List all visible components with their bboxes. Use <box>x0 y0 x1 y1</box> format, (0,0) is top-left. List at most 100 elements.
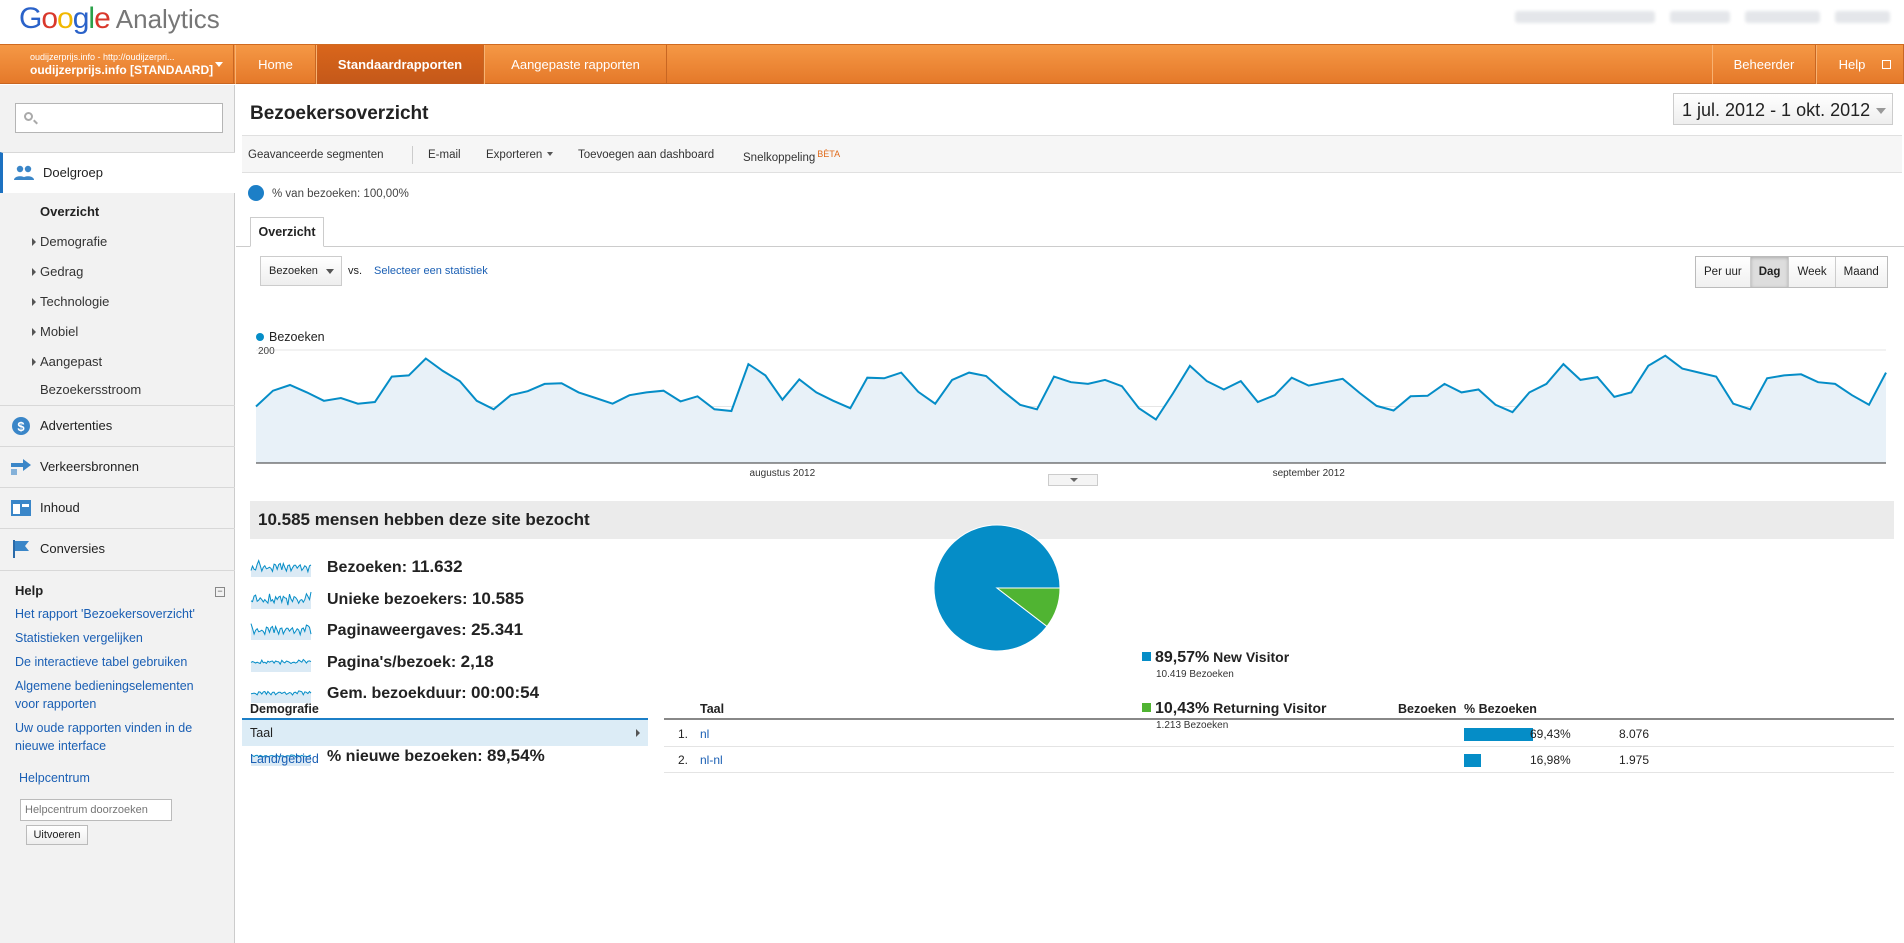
helpcenter-search-input[interactable] <box>20 799 172 821</box>
help-title: Help <box>15 583 44 598</box>
chevron-down-icon <box>326 269 334 274</box>
sidebar-item-label: Doelgroep <box>43 165 103 180</box>
help-link[interactable]: Statistieken vergelijken <box>15 631 143 645</box>
help-link[interactable]: Uw oude rapporten vinden in de nieuwe in… <box>15 721 193 753</box>
toolbar-divider <box>412 146 413 164</box>
metric-label: Paginaweergaves: 25.341 <box>327 620 524 639</box>
row-visits: 1.975 <box>1618 753 1649 767</box>
legend-label: Returning Visitor <box>1213 700 1327 716</box>
granularity-maand[interactable]: Maand <box>1835 257 1887 287</box>
granularity-per-uur[interactable]: Per uur <box>1696 257 1751 287</box>
sidebar-sub-bezoekersstroom[interactable]: Bezoekersstroom <box>40 382 142 397</box>
row-language-link[interactable]: nl <box>700 727 710 741</box>
main-nav: oudijzerprijs.info - http://oudijzerpri.… <box>0 44 1904 84</box>
sparkline <box>250 623 312 640</box>
metric-value: 89,54% <box>487 746 545 765</box>
row-visits: 8.076 <box>1618 727 1649 741</box>
dollar-icon: $ <box>12 417 30 435</box>
user-email-blurred <box>1515 11 1655 23</box>
tab-standaardrapporten[interactable]: Standaardrapporten <box>316 45 484 84</box>
google-analytics-logo[interactable]: Google Analytics <box>19 2 220 36</box>
metric-value: 25.341 <box>471 620 524 639</box>
svg-text:$: $ <box>17 419 25 434</box>
granularity-dag[interactable]: Dag <box>1750 257 1790 287</box>
sidebar-sub-gedrag[interactable]: Gedrag <box>31 264 84 279</box>
demography-item-taal[interactable]: Taal <box>242 720 648 746</box>
demography-item-land[interactable]: Land/gebied <box>250 752 319 766</box>
content-icon <box>11 500 31 516</box>
column-header-pct[interactable]: % Bezoeken <box>1464 702 1537 716</box>
legend-sub: 10.419 Bezoeken <box>1156 669 1234 680</box>
advanced-segments-button[interactable]: Geavanceerde segmenten <box>248 149 384 161</box>
sidebar-sub-technologie[interactable]: Technologie <box>31 294 110 309</box>
help-link[interactable]: Algemene bedieningselementen voor rappor… <box>15 679 194 711</box>
sparkline <box>250 559 312 577</box>
shortcut-button[interactable]: Snelkoppeling BÈTA <box>743 149 840 164</box>
tab-help[interactable]: Help <box>1816 45 1904 84</box>
sidebar-sub-demografie[interactable]: Demografie <box>31 234 108 249</box>
metric-value: 10.585 <box>471 588 524 608</box>
series-line <box>255 354 1887 421</box>
metric-label: Pagina's/bezoek: 2,18 <box>327 651 494 671</box>
add-to-dashboard-button[interactable]: Toevoegen aan dashboard <box>578 149 715 161</box>
table-row[interactable]: 2. nl-nl 1.975 16,98% <box>664 747 1894 773</box>
help-link[interactable]: Het rapport 'Bezoekersoverzicht' <box>15 607 195 621</box>
series-area <box>256 355 1886 463</box>
row-pct: 69,43% <box>1530 727 1571 741</box>
uitvoeren-button[interactable]: Uitvoeren <box>26 825 88 845</box>
flag-icon <box>13 540 29 558</box>
account-selector[interactable]: oudijzerprijs.info - http://oudijzerpri.… <box>0 45 234 84</box>
sidebar-item-advertenties[interactable]: $ Advertenties <box>0 405 235 446</box>
granularity-toggle: Per uur Dag Week Maand <box>1695 256 1888 288</box>
sidebar-item-doelgroep[interactable]: Doelgroep <box>0 152 235 193</box>
sidebar-sub-aangepast[interactable]: Aangepast <box>31 354 103 369</box>
sidebar-sub-overzicht[interactable]: Overzicht <box>40 204 100 219</box>
metric-label: Gem. bezoekduur: 00:00:54 <box>327 683 540 702</box>
metric-value: 00:00:54 <box>471 683 540 702</box>
collapse-icon[interactable]: − <box>215 587 225 597</box>
demography-title: Demografie <box>250 702 319 716</box>
email-button[interactable]: E-mail <box>428 149 461 161</box>
chart-expand-handle[interactable] <box>1048 474 1098 486</box>
legend-sub: 1.213 Bezoeken <box>1156 720 1229 731</box>
sidebar-search-input[interactable] <box>15 103 223 133</box>
column-header-bezoeken[interactable]: Bezoeken <box>1398 702 1457 716</box>
export-label: Exporteren <box>486 149 543 161</box>
settings-link-blurred[interactable] <box>1670 11 1730 23</box>
demography-divider <box>242 718 648 720</box>
metric-selector-label: Bezoeken <box>269 265 318 277</box>
help-link[interactable]: De interactieve tabel gebruiken <box>15 655 188 669</box>
profile-link-blurred[interactable] <box>1835 11 1890 23</box>
shortcut-label: Snelkoppeling <box>743 152 816 164</box>
row-pct: 16,98% <box>1530 753 1571 767</box>
tab-overzicht[interactable]: Overzicht <box>250 217 324 247</box>
tab-aangepaste-rapporten[interactable]: Aangepaste rapporten <box>484 45 667 84</box>
sparkline <box>250 754 312 766</box>
sidebar-sub-mobiel[interactable]: Mobiel <box>31 324 79 339</box>
row-language-link[interactable]: nl-nl <box>700 753 723 767</box>
sidebar-item-inhoud[interactable]: Inhoud <box>0 487 235 528</box>
metric-selector[interactable]: Bezoeken <box>260 256 342 286</box>
granularity-week[interactable]: Week <box>1789 257 1836 287</box>
chevron-right-icon <box>636 729 640 737</box>
sidebar-item-conversies[interactable]: Conversies <box>0 528 235 569</box>
signout-link-blurred[interactable] <box>1745 11 1820 23</box>
y-tick-label: 200 <box>258 346 275 357</box>
table-row[interactable]: 1. nl 8.076 69,43% <box>664 721 1894 747</box>
column-header-taal[interactable]: Taal <box>700 702 725 716</box>
metric-value: 11.632 <box>411 557 463 576</box>
sidebar-item-label: Inhoud <box>40 500 80 515</box>
date-range-picker[interactable]: 1 jul. 2012 - 1 okt. 2012 <box>1673 93 1893 125</box>
legend-dot <box>256 333 264 341</box>
sidebar-item-verkeersbronnen[interactable]: Verkeersbronnen <box>0 446 235 487</box>
legend-pct: 10,43% <box>1155 700 1210 717</box>
helpcenter-link[interactable]: Helpcentrum <box>19 771 90 785</box>
tab-beheerder[interactable]: Beheerder <box>1712 45 1816 84</box>
main-content: Bezoekersoverzicht 1 jul. 2012 - 1 okt. … <box>236 85 1904 943</box>
tab-home[interactable]: Home <box>235 45 316 84</box>
pie-slice[interactable] <box>995 587 1061 628</box>
select-metric-link[interactable]: Selecteer een statistiek <box>374 265 488 277</box>
export-dropdown[interactable]: Exporteren <box>486 149 553 161</box>
